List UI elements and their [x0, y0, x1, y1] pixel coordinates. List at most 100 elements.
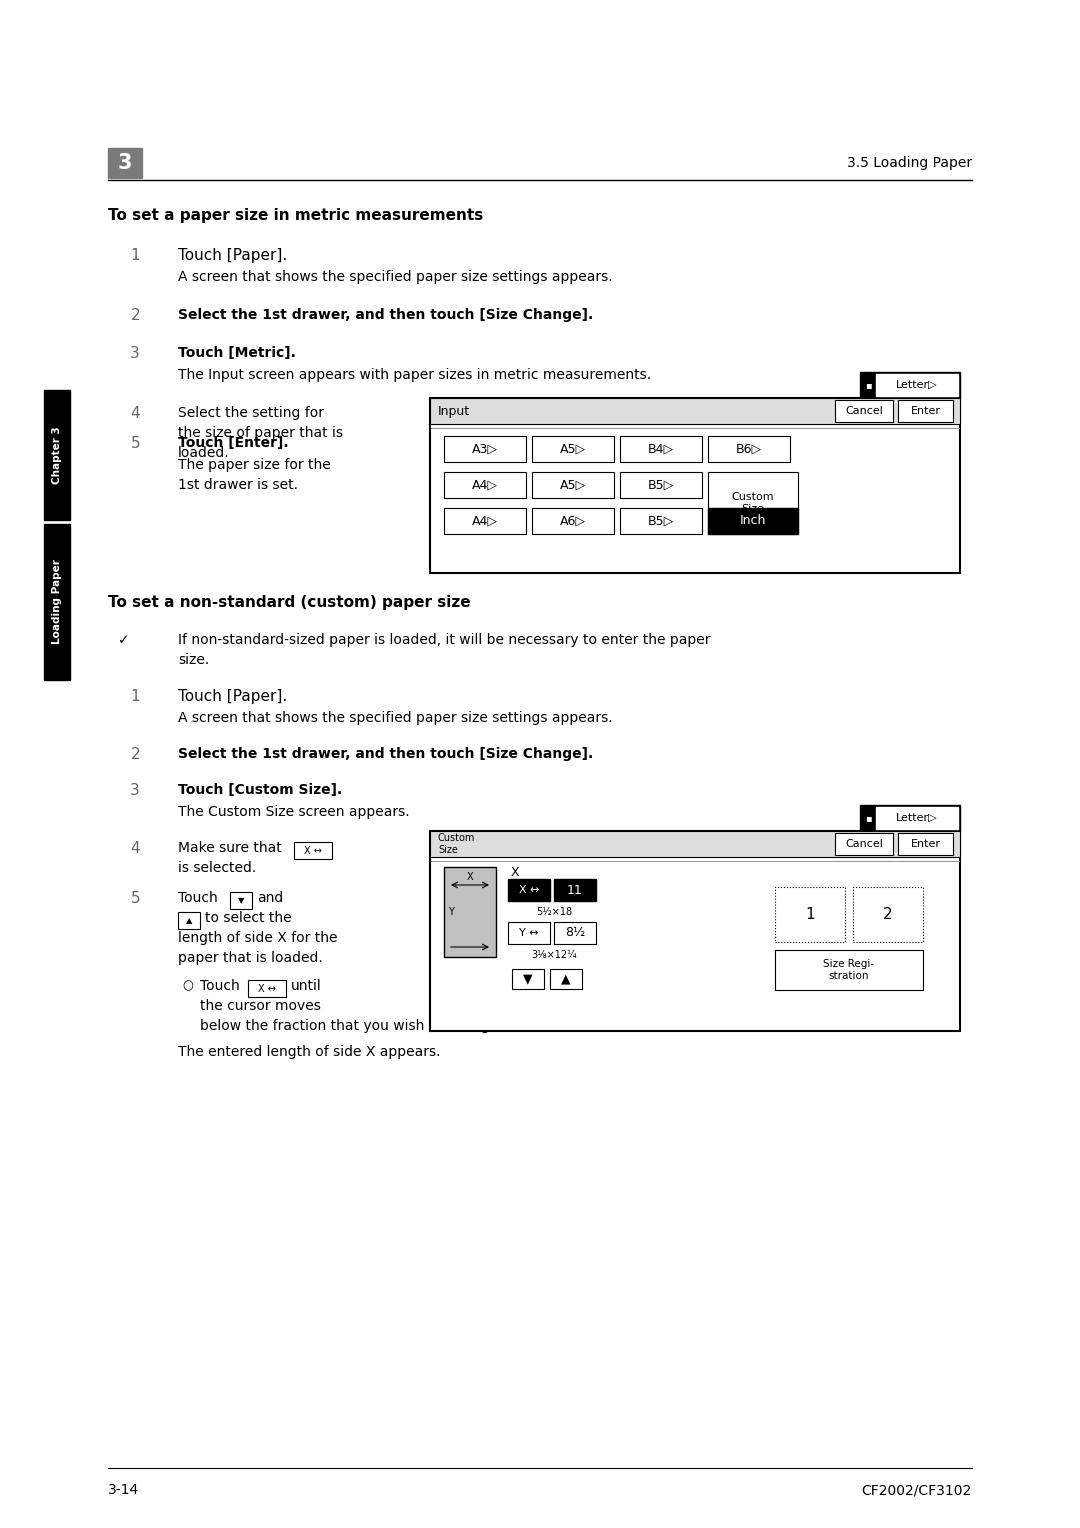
Text: 1: 1	[806, 908, 814, 921]
Bar	[897, 400, 953, 422]
Text: X ↔: X ↔	[305, 845, 322, 856]
Text: Touch [Paper].: Touch [Paper].	[178, 248, 287, 263]
Text: Enter: Enter	[910, 406, 941, 416]
Bar	[512, 969, 544, 989]
Text: ▼: ▼	[238, 895, 244, 905]
Text: The Custom Size screen appears.: The Custom Size screen appears.	[178, 805, 409, 819]
Text: length of side X for the: length of side X for the	[178, 931, 337, 944]
Text: The entered length of side X appears.: The entered length of side X appears.	[178, 1045, 441, 1059]
Bar	[444, 472, 526, 498]
Bar	[430, 831, 960, 1031]
Text: 3: 3	[118, 153, 132, 173]
Bar	[775, 950, 923, 990]
Text: 5: 5	[131, 891, 140, 906]
Text: X ↔: X ↔	[258, 984, 275, 993]
Text: Inch: Inch	[740, 515, 766, 527]
Bar	[620, 507, 702, 533]
Text: A6▷: A6▷	[561, 515, 586, 527]
Bar	[897, 833, 953, 856]
Bar	[860, 371, 960, 397]
Text: A screen that shows the specified paper size settings appears.: A screen that shows the specified paper …	[178, 270, 612, 284]
Bar	[294, 842, 332, 859]
Bar	[444, 866, 496, 957]
Text: below the fraction that you wish to change.: below the fraction that you wish to chan…	[200, 1019, 502, 1033]
Text: The paper size for the: The paper size for the	[178, 458, 330, 472]
Text: ▲: ▲	[562, 972, 571, 986]
Text: Make sure that: Make sure that	[178, 840, 282, 856]
Text: Touch [Custom Size].: Touch [Custom Size].	[178, 782, 342, 798]
Bar	[620, 435, 702, 461]
Text: 4: 4	[131, 840, 140, 856]
Text: 3.5 Loading Paper: 3.5 Loading Paper	[847, 156, 972, 170]
Text: X ↔: X ↔	[518, 885, 539, 895]
Text: Y ↔: Y ↔	[519, 927, 539, 938]
Bar	[835, 833, 893, 856]
Text: Cancel: Cancel	[845, 839, 883, 850]
Text: 11: 11	[567, 883, 583, 897]
Text: 5½×18: 5½×18	[536, 908, 572, 917]
Text: until: until	[291, 979, 322, 993]
Text: the cursor moves: the cursor moves	[200, 999, 321, 1013]
Text: 2: 2	[131, 309, 140, 322]
Text: 3-14: 3-14	[108, 1484, 139, 1497]
Text: Select the 1st drawer, and then touch [Size Change].: Select the 1st drawer, and then touch [S…	[178, 309, 593, 322]
Text: 4: 4	[131, 406, 140, 422]
Bar	[876, 374, 958, 396]
Text: size.: size.	[178, 652, 210, 668]
Text: Touch: Touch	[200, 979, 240, 993]
Text: To set a paper size in metric measurements: To set a paper size in metric measuremen…	[108, 208, 483, 223]
Text: Touch: Touch	[178, 891, 218, 905]
Text: If non-standard-sized paper is loaded, it will be necessary to enter the paper: If non-standard-sized paper is loaded, i…	[178, 633, 711, 646]
Text: ▪: ▪	[865, 380, 872, 390]
Text: Loading Paper: Loading Paper	[52, 559, 62, 645]
Bar	[532, 435, 615, 461]
Text: 2: 2	[131, 747, 140, 762]
Bar	[835, 400, 893, 422]
Bar	[860, 805, 960, 831]
Text: to select the: to select the	[205, 911, 292, 924]
Bar	[230, 892, 252, 909]
Text: 1: 1	[131, 689, 140, 704]
Text: Touch [Paper].: Touch [Paper].	[178, 689, 287, 704]
Bar	[44, 524, 70, 680]
Bar	[554, 921, 596, 944]
Text: A5▷: A5▷	[559, 443, 586, 455]
Text: 3: 3	[131, 345, 140, 361]
Bar	[248, 979, 286, 996]
Text: B6▷: B6▷	[735, 443, 762, 455]
Text: Custom
Size: Custom Size	[731, 492, 774, 515]
Text: Cancel: Cancel	[845, 406, 883, 416]
Text: Select the 1st drawer, and then touch [Size Change].: Select the 1st drawer, and then touch [S…	[178, 747, 593, 761]
Text: Touch [Enter].: Touch [Enter].	[178, 435, 288, 451]
Bar	[508, 879, 550, 902]
Bar	[775, 886, 845, 941]
Bar	[532, 507, 615, 533]
Text: ▪: ▪	[865, 813, 872, 824]
Text: 1st drawer is set.: 1st drawer is set.	[178, 478, 298, 492]
Text: B4▷: B4▷	[648, 443, 674, 455]
Text: Custom
Size: Custom Size	[438, 833, 475, 854]
Bar	[708, 472, 798, 533]
Bar	[708, 435, 789, 461]
Text: Touch [Metric].: Touch [Metric].	[178, 345, 296, 361]
Bar	[508, 921, 550, 944]
Text: Size Regi-
stration: Size Regi- stration	[823, 958, 875, 981]
Text: Letter▷: Letter▷	[896, 813, 937, 824]
Text: A4▷: A4▷	[472, 478, 498, 492]
Text: loaded.: loaded.	[178, 446, 230, 460]
Bar	[430, 831, 960, 857]
Text: the size of paper that is: the size of paper that is	[178, 426, 343, 440]
Text: and: and	[257, 891, 283, 905]
Bar	[178, 912, 200, 929]
Text: Enter: Enter	[910, 839, 941, 850]
Text: X: X	[511, 866, 519, 880]
Text: ✓: ✓	[119, 633, 130, 646]
Bar	[876, 807, 958, 830]
Text: ▲: ▲	[186, 915, 192, 924]
Text: A3▷: A3▷	[472, 443, 498, 455]
Text: ○: ○	[183, 979, 193, 992]
Text: Chapter 3: Chapter 3	[52, 426, 62, 484]
Bar	[44, 390, 70, 520]
Bar	[532, 472, 615, 498]
Bar	[444, 435, 526, 461]
